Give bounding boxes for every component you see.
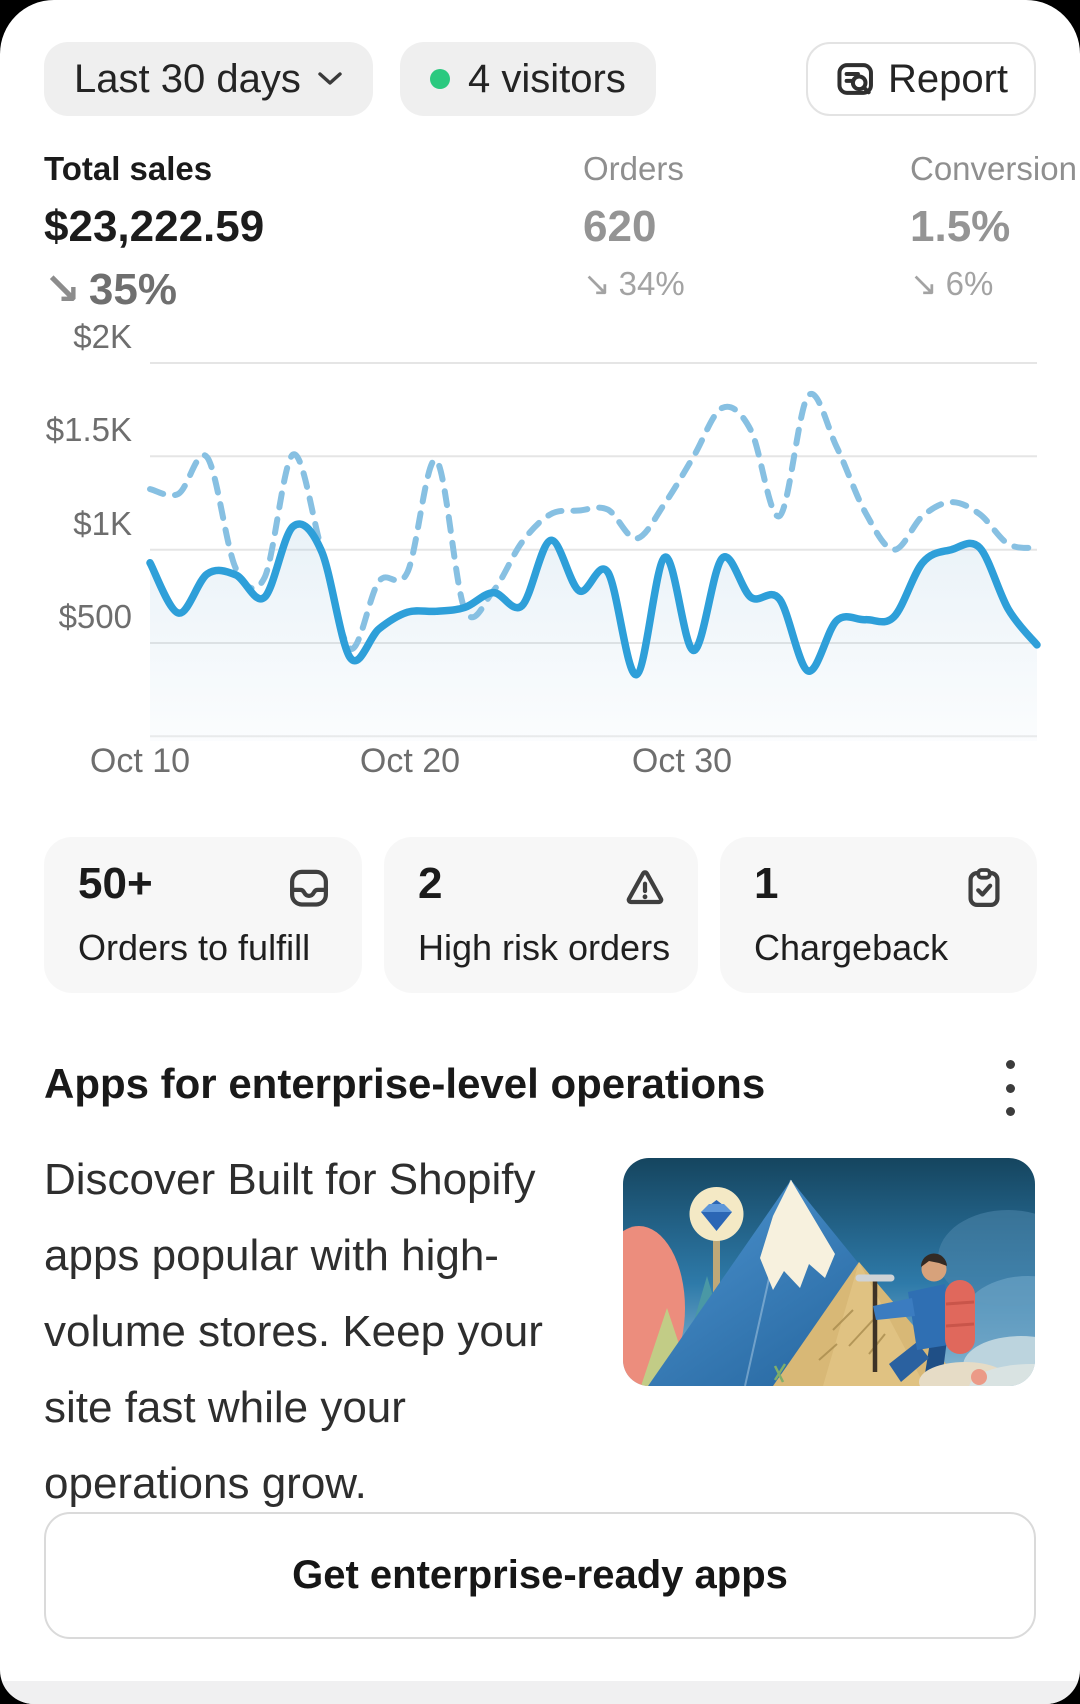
arrow-down-right-icon: ↘ (44, 264, 81, 315)
card-number: 2 (418, 859, 443, 908)
live-visitors-dot-icon (430, 69, 450, 89)
y-axis-tick: $2K (73, 318, 132, 355)
y-axis-tick: $1K (73, 505, 132, 542)
card-label: High risk orders (418, 927, 671, 968)
report-button-label: Report (887, 56, 1008, 101)
high-risk-orders-card[interactable]: 2 High risk orders (384, 837, 698, 993)
kebab-menu-icon[interactable] (992, 1058, 1028, 1118)
report-icon (834, 58, 876, 100)
chargeback-card[interactable]: 1 Chargeback (720, 837, 1037, 993)
clipboard-check-icon (961, 865, 1007, 911)
current-period-line (146, 520, 1041, 679)
live-visitors-badge[interactable]: 4 visitors (400, 42, 656, 116)
arrow-down-right-icon: ↘ (910, 264, 938, 303)
metric-orders[interactable]: Orders 620 ↘ 34% (583, 150, 685, 303)
chevron-down-icon (317, 71, 343, 87)
metric-label: Total sales (44, 150, 213, 187)
metric-label: Conversion (910, 150, 1077, 187)
warning-triangle-icon (622, 865, 668, 911)
previous-period-line (147, 390, 1040, 652)
report-button[interactable]: Report (805, 42, 1036, 116)
metric-value: 1.5% (910, 202, 1011, 251)
inbox-tray-icon (286, 865, 332, 911)
apps-section-body: Discover Built for Shopify apps popular … (44, 1155, 543, 1508)
metric-label: Orders (583, 150, 684, 187)
x-axis-tick: Oct 10 (89, 742, 191, 780)
metric-value: $23,222.59 (44, 202, 265, 251)
x-axis-tick: Oct 20 (359, 742, 461, 780)
sales-line-chart[interactable] (0, 300, 1080, 780)
cta-label: Get enterprise-ready apps (292, 1553, 788, 1597)
orders-to-fulfill-card[interactable]: 50+ Orders to fulfill (44, 837, 362, 993)
x-axis-tick: Oct 30 (631, 742, 733, 780)
metric-value: 620 (583, 202, 657, 251)
apps-section-title: Apps for enterprise-level operations (44, 1060, 766, 1107)
y-axis-tick: $500 (58, 598, 132, 635)
live-visitors-label: 4 visitors (468, 56, 626, 101)
card-number: 50+ (78, 859, 153, 908)
date-range-selector[interactable]: Last 30 days (44, 42, 373, 116)
metric-conversion[interactable]: Conversion 1.5% ↘ 6% (910, 150, 1077, 303)
date-range-label: Last 30 days (74, 56, 301, 101)
next-section-peek (0, 1681, 1080, 1704)
card-label: Orders to fulfill (78, 927, 311, 968)
card-label: Chargeback (754, 927, 949, 968)
mountain-hiker-illustration (623, 1158, 1035, 1386)
arrow-down-right-icon: ↘ (583, 264, 611, 303)
metric-change: ↘ 34% (583, 264, 685, 303)
metric-total-sales[interactable]: Total sales $23,222.59 ↘ 35% (44, 150, 264, 315)
card-number: 1 (754, 859, 779, 908)
metric-change: ↘ 6% (910, 264, 994, 303)
y-axis-tick: $1.5K (45, 411, 132, 448)
get-enterprise-apps-button[interactable]: Get enterprise-ready apps (44, 1512, 1036, 1639)
current-period-fill (150, 523, 1037, 741)
metric-change: ↘ 35% (44, 264, 177, 315)
